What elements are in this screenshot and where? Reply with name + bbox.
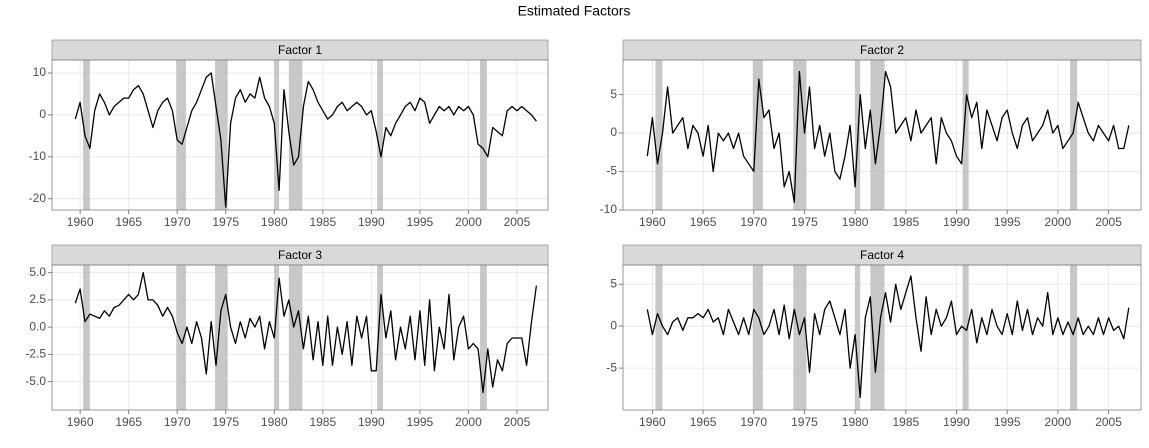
- y-tick-label: -5.0: [25, 374, 46, 388]
- recession-band: [288, 60, 303, 210]
- x-tick-label: 1980: [842, 415, 869, 429]
- x-tick-label: 1990: [358, 415, 385, 429]
- x-tick-label: 2005: [504, 415, 531, 429]
- recession-band: [1070, 265, 1078, 410]
- recession-band: [752, 60, 763, 210]
- x-tick-label: 1990: [943, 215, 970, 229]
- x-tick-label: 1960: [639, 215, 666, 229]
- x-tick-label: 1985: [892, 415, 919, 429]
- y-tick-label: -5: [606, 164, 617, 178]
- x-tick-label: 1970: [740, 415, 767, 429]
- recession-band: [870, 265, 885, 410]
- recession-band: [176, 60, 186, 210]
- strip-label: Factor 2: [860, 43, 904, 57]
- panel-border: [622, 59, 1142, 211]
- strip-label: Factor 4: [860, 248, 904, 262]
- recession-band: [962, 60, 969, 210]
- strip-label: Factor 1: [278, 43, 322, 57]
- series-line: [646, 275, 1130, 399]
- recession-band: [480, 265, 487, 410]
- recession-band: [870, 60, 885, 210]
- chart-title: Estimated Factors: [518, 3, 631, 19]
- y-tick-label: 0: [610, 125, 617, 139]
- recession-band: [377, 60, 383, 210]
- panel-border: [51, 264, 549, 411]
- recession-band: [962, 265, 969, 410]
- x-tick-label: 1980: [261, 415, 288, 429]
- y-tick-label: 5: [610, 87, 617, 101]
- x-tick-label: 1995: [994, 215, 1021, 229]
- y-tick-label: -10: [29, 149, 47, 163]
- x-tick-label: 1975: [791, 215, 818, 229]
- x-tick-label: 1970: [740, 215, 767, 229]
- recession-band: [655, 265, 663, 410]
- panel-border: [51, 59, 549, 211]
- x-tick-label: 1970: [164, 415, 191, 429]
- x-tick-label: 1985: [892, 215, 919, 229]
- x-tick-label: 2000: [1045, 415, 1072, 429]
- y-tick-label: 2.5: [29, 292, 46, 306]
- y-tick-label: -2.5: [25, 347, 46, 361]
- x-tick-label: 2000: [1045, 215, 1072, 229]
- recession-band: [176, 265, 186, 410]
- recession-band: [377, 265, 383, 410]
- x-tick-label: 1980: [842, 215, 869, 229]
- panel-border: [622, 264, 1142, 411]
- series-line: [74, 72, 537, 208]
- x-tick-label: 1965: [115, 215, 142, 229]
- recession-band: [83, 60, 90, 210]
- recession-band: [215, 265, 228, 410]
- x-tick-label: 2000: [455, 415, 482, 429]
- y-tick-label: -10: [600, 202, 618, 216]
- recession-band: [1070, 60, 1078, 210]
- x-tick-label: 1960: [639, 415, 666, 429]
- x-tick-label: 1990: [943, 415, 970, 429]
- series-line: [74, 271, 538, 394]
- x-tick-label: 1975: [212, 415, 239, 429]
- recession-band: [793, 265, 807, 410]
- y-tick-label: 5.0: [29, 265, 46, 279]
- y-tick-label: 5: [610, 276, 617, 290]
- y-tick-label: 10: [33, 65, 47, 79]
- recession-band: [288, 265, 303, 410]
- y-tick-label: 0: [39, 107, 46, 121]
- y-tick-label: 0: [610, 318, 617, 332]
- strip-label: Factor 3: [278, 248, 322, 262]
- series-line: [646, 70, 1130, 203]
- x-tick-label: 1960: [67, 415, 94, 429]
- x-tick-label: 2000: [455, 215, 482, 229]
- x-tick-label: 1975: [212, 215, 239, 229]
- x-tick-label: 1965: [690, 415, 717, 429]
- x-tick-label: 1995: [407, 215, 434, 229]
- recession-band: [274, 265, 280, 410]
- x-tick-label: 1985: [309, 215, 336, 229]
- recession-band: [83, 265, 90, 410]
- y-tick-label: 0.0: [29, 319, 46, 333]
- x-tick-label: 1985: [309, 415, 336, 429]
- recession-band: [793, 60, 807, 210]
- x-tick-label: 2005: [1095, 215, 1122, 229]
- x-tick-label: 1965: [690, 215, 717, 229]
- y-tick-label: -5: [606, 360, 617, 374]
- x-tick-label: 1970: [164, 215, 191, 229]
- recession-band: [655, 60, 663, 210]
- x-tick-label: 2005: [1095, 415, 1122, 429]
- x-tick-label: 1965: [115, 415, 142, 429]
- recession-band: [855, 265, 861, 410]
- x-tick-label: 1995: [407, 415, 434, 429]
- x-tick-label: 1975: [791, 415, 818, 429]
- x-tick-label: 2005: [504, 215, 531, 229]
- recession-band: [480, 60, 487, 210]
- x-tick-label: 1960: [67, 215, 94, 229]
- x-tick-label: 1980: [261, 215, 288, 229]
- recession-band: [215, 60, 228, 210]
- recession-band: [752, 265, 763, 410]
- recession-band: [274, 60, 280, 210]
- y-tick-label: -20: [29, 191, 47, 205]
- x-tick-label: 1995: [994, 415, 1021, 429]
- x-tick-label: 1990: [358, 215, 385, 229]
